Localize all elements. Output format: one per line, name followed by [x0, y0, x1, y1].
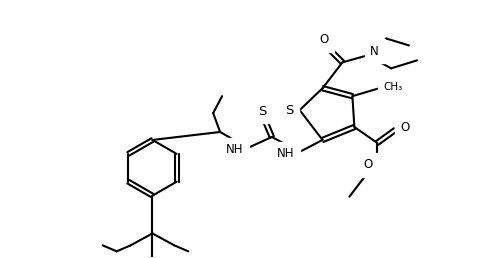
- Text: O: O: [363, 158, 372, 171]
- Text: O: O: [319, 33, 328, 46]
- Text: NH: NH: [226, 143, 243, 156]
- Text: NH: NH: [277, 147, 295, 160]
- Text: S: S: [258, 104, 266, 118]
- Text: O: O: [400, 120, 409, 133]
- Text: S: S: [285, 104, 294, 117]
- Text: CH₃: CH₃: [383, 82, 402, 92]
- Text: N: N: [370, 45, 379, 58]
